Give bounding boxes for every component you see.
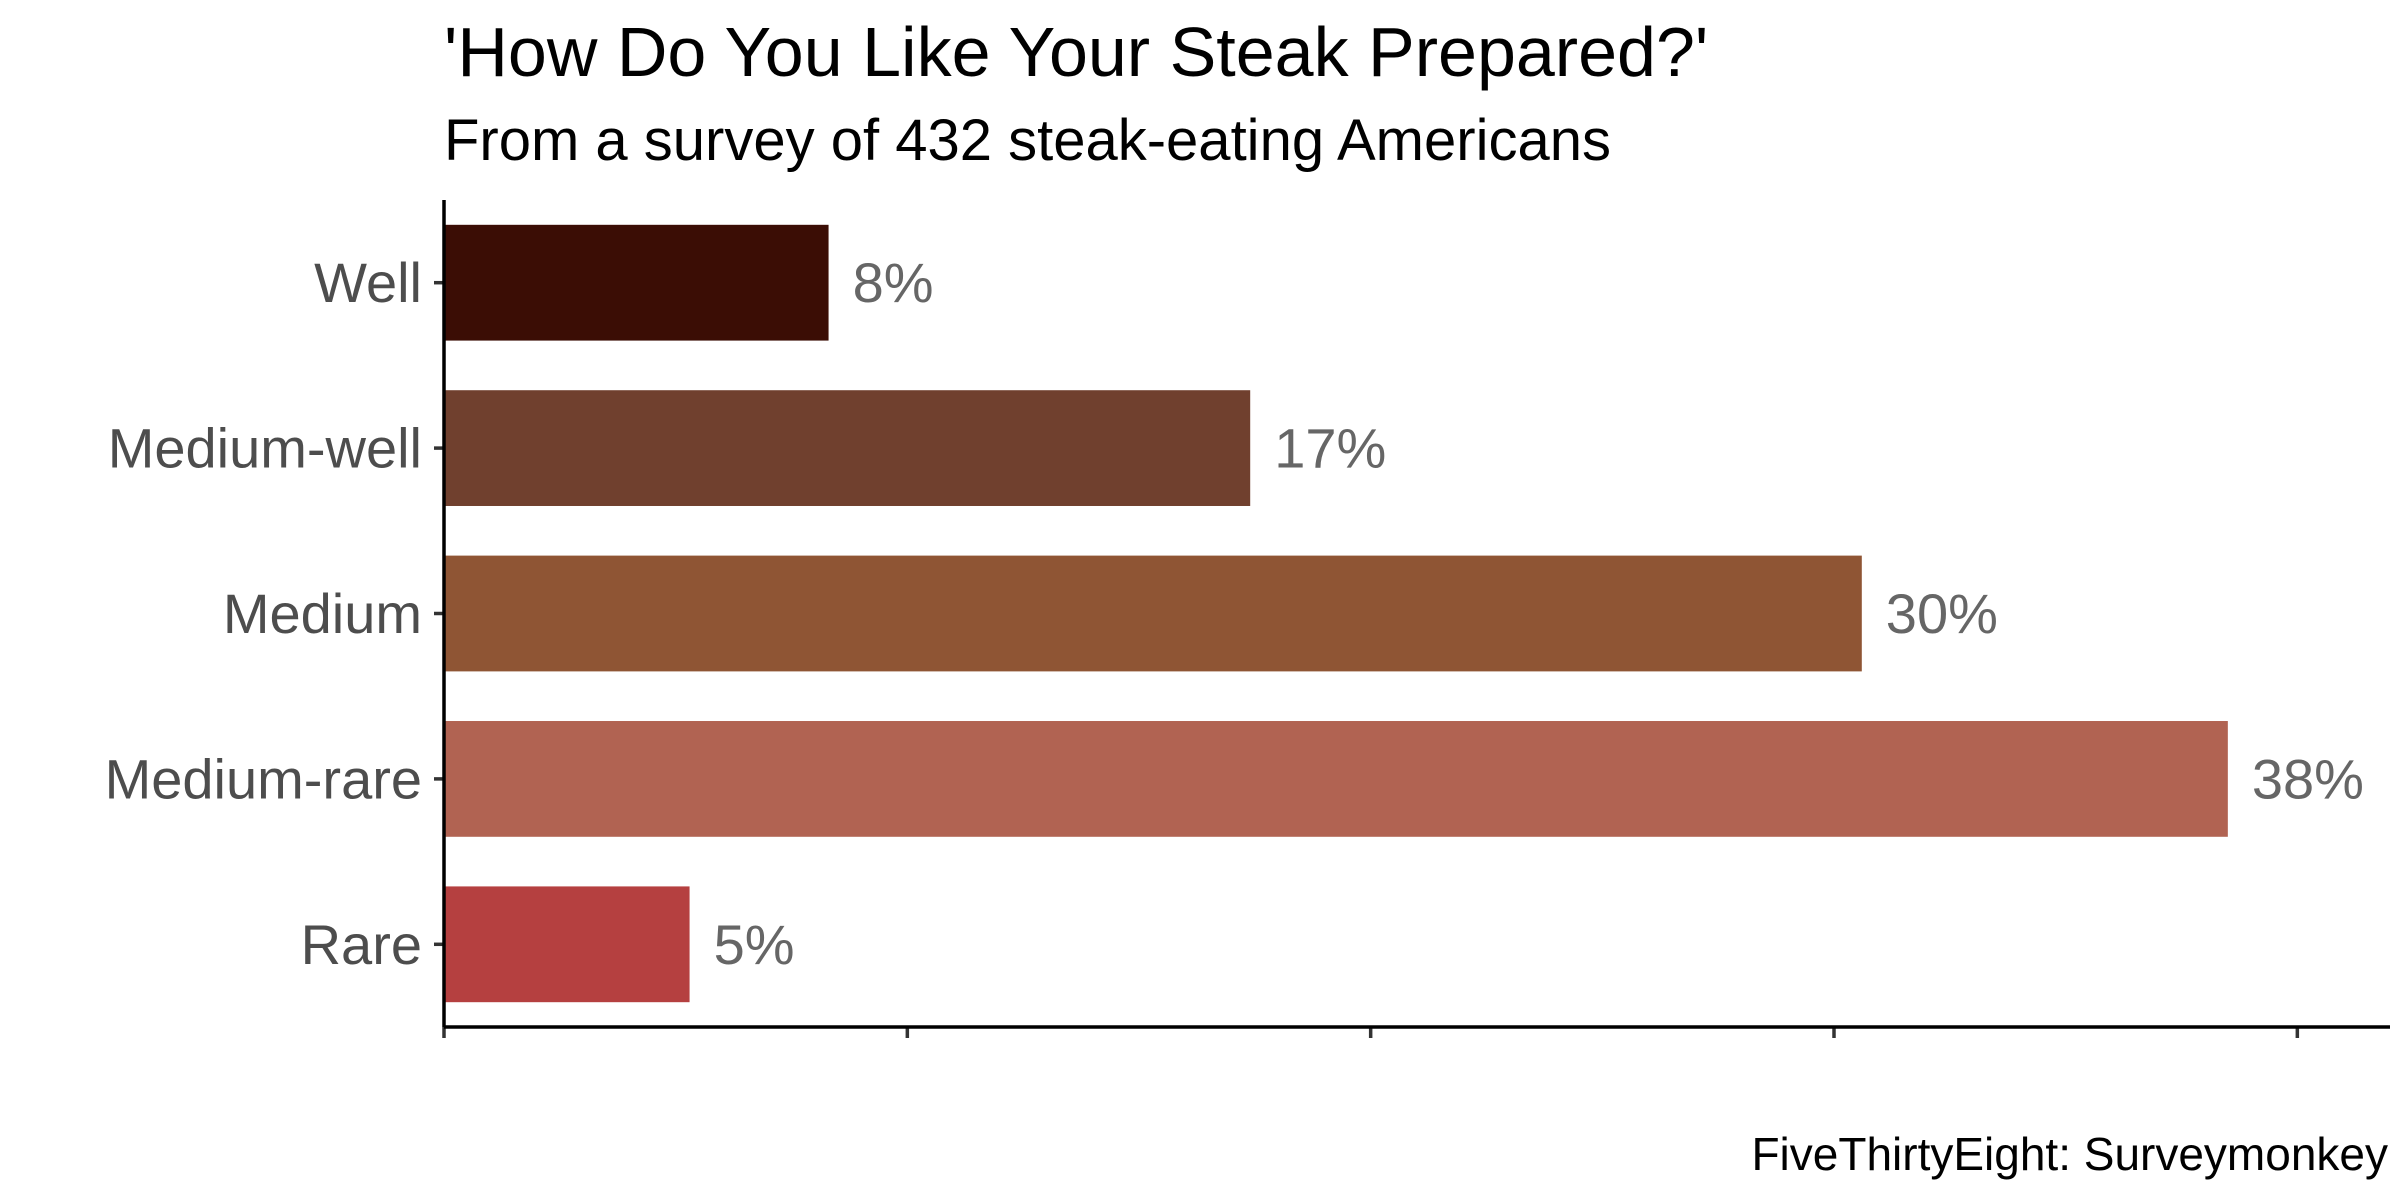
category-labels-layer: Well Medium-well Medium Medium-rare Rare	[105, 251, 422, 976]
chart-caption: FiveThirtyEight: Surveymonkey	[1751, 1128, 2388, 1180]
chart-subtitle: From a survey of 432 steak-eating Americ…	[444, 108, 1611, 173]
x-ticks-layer	[442, 1027, 2300, 1038]
value-label-medium-well: 17%	[1274, 417, 1386, 480]
bar-medium-well	[444, 390, 1251, 506]
category-label-medium-well: Medium-well	[108, 417, 422, 480]
category-label-medium-rare: Medium-rare	[105, 747, 422, 810]
chart-title: 'How Do You Like Your Steak Prepared?'	[444, 13, 1708, 91]
value-label-well: 8%	[853, 251, 934, 314]
bars-layer	[444, 224, 2228, 1003]
value-label-rare: 5%	[714, 913, 795, 976]
category-label-well: Well	[314, 251, 422, 314]
bar-medium-rare	[444, 721, 2228, 837]
bar-medium	[444, 555, 1862, 672]
category-label-medium: Medium	[223, 582, 422, 645]
value-label-medium: 30%	[1886, 582, 1998, 645]
bar-rare	[444, 886, 690, 1003]
value-labels-layer: 8% 17% 30% 38% 5%	[714, 251, 2364, 976]
value-label-medium-rare: 38%	[2252, 747, 2364, 810]
bar-well	[444, 224, 829, 341]
category-label-rare: Rare	[301, 913, 422, 976]
